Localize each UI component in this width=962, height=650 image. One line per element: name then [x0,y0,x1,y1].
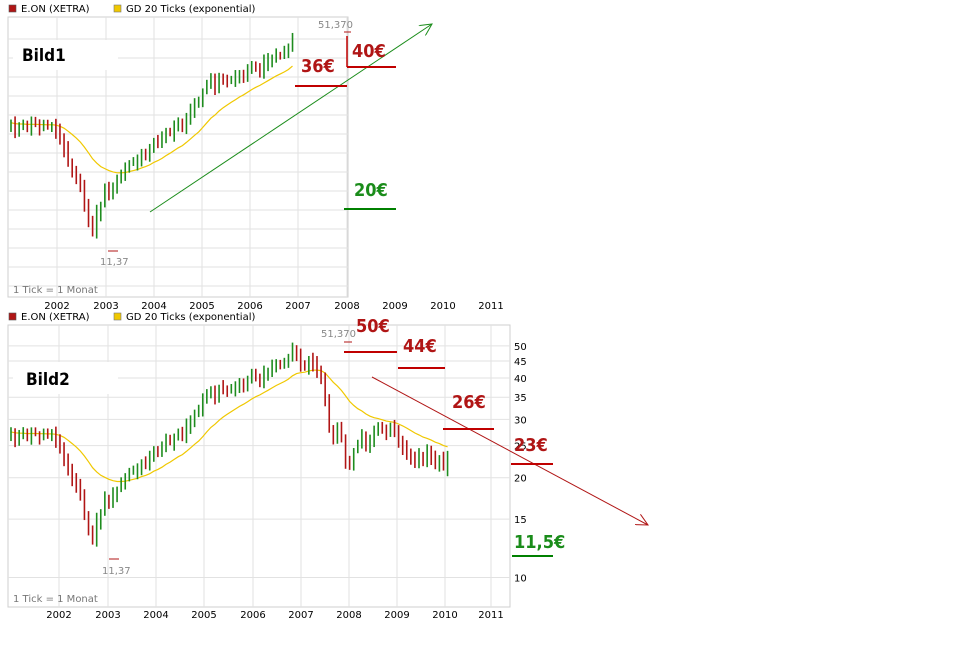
high-label-1: 51,370 [318,20,353,31]
panel-bild1-legend-bg [8,1,348,17]
tick-note-1: 1 Tick = 1 Monat [13,285,98,296]
price-tag-23: 23€ [514,435,548,456]
x-axis-2: 2002 2003 2004 2005 2006 2007 2008 2009 2010 2011 [46,610,503,621]
ema-line [10,369,448,483]
x-tick-label: 2008 [334,301,359,312]
x-tick-label: 2008 [336,610,361,621]
panel-bild2: E.ON (XETRA) GD 20 Ticks (exponential) B… [7,312,648,621]
x-tick-label: 2003 [95,610,120,621]
panel-bild1: E.ON (XETRA) GD 20 Ticks (exponential) B… [7,1,504,312]
y-axis-2: 50 45 40 35 30 25 20 15 10 [514,342,527,585]
y-tick-label: 50 [514,342,527,353]
price-tag-44: 44€ [403,336,437,357]
legend-instrument-swatch-2 [8,312,17,321]
y-tick-label: 15 [514,515,527,526]
candles-1 [10,32,294,239]
x-tick-label: 2010 [430,301,455,312]
legend-indicator-swatch-2 [113,312,122,321]
x-tick-label: 2007 [288,610,313,621]
y-tick-label: 20 [514,474,527,485]
panel-label-bild1: Bild1 [22,46,66,66]
moving-average-2 [10,369,448,483]
gridlines-2 [8,325,510,607]
trendline-up [149,24,432,213]
gridlines-1 [8,17,348,297]
x-tick-label: 2009 [382,301,407,312]
price-tag-36: 36€ [301,56,335,77]
y-tick-label: 35 [514,393,527,404]
candles-2 [10,342,449,547]
x-tick-label: 2010 [432,610,457,621]
y-tick-label: 45 [514,357,527,368]
legend-instrument-swatch [8,4,17,13]
legend-indicator-label: GD 20 Ticks (exponential) [126,4,255,15]
legend-indicator-swatch [113,4,122,13]
price-tag-50: 50€ [356,316,390,337]
tick-note-2: 1 Tick = 1 Monat [13,594,98,605]
x-tick-label: 2004 [143,610,168,621]
legend-instrument-label-2: E.ON (XETRA) [21,312,90,323]
x-tick-label: 2003 [93,301,118,312]
x-tick-label: 2002 [44,301,69,312]
price-tag-26: 26€ [452,392,486,413]
x-tick-label: 2006 [240,610,265,621]
y-tick-label: 25 [514,442,527,453]
x-tick-label: 2005 [191,610,216,621]
x-tick-label: 2006 [237,301,262,312]
low-label-1: 11,37 [100,257,129,268]
x-tick-label: 2011 [478,610,503,621]
x-tick-label: 2009 [384,610,409,621]
low-label-2: 11,37 [102,566,131,577]
price-tag-40: 40€ [352,41,386,62]
y-tick-label: 10 [514,573,527,584]
panel-label-bild2: Bild2 [26,370,70,390]
x-tick-label: 2004 [141,301,166,312]
x-tick-label: 2011 [478,301,503,312]
y-tick-label: 30 [514,415,527,426]
moving-average-1 [10,65,293,174]
bild2-label-bg [13,362,118,394]
legend-instrument-label: E.ON (XETRA) [21,4,90,15]
trendline-down [371,376,648,525]
price-tag-11-5: 11,5€ [514,532,565,553]
legend-indicator-label-2: GD 20 Ticks (exponential) [126,312,255,323]
x-tick-label: 2005 [189,301,214,312]
ema-line [10,65,293,174]
x-tick-label: 2002 [46,610,71,621]
price-tag-20: 20€ [354,180,388,201]
high-label-2: 51,370 [321,329,356,340]
y-tick-label: 40 [514,374,527,385]
x-axis-1: 2002 2003 2004 2005 2006 2007 2008 2009 2010 2011 [44,301,503,312]
bild1-label-bg [13,40,118,70]
x-tick-label: 2007 [285,301,310,312]
